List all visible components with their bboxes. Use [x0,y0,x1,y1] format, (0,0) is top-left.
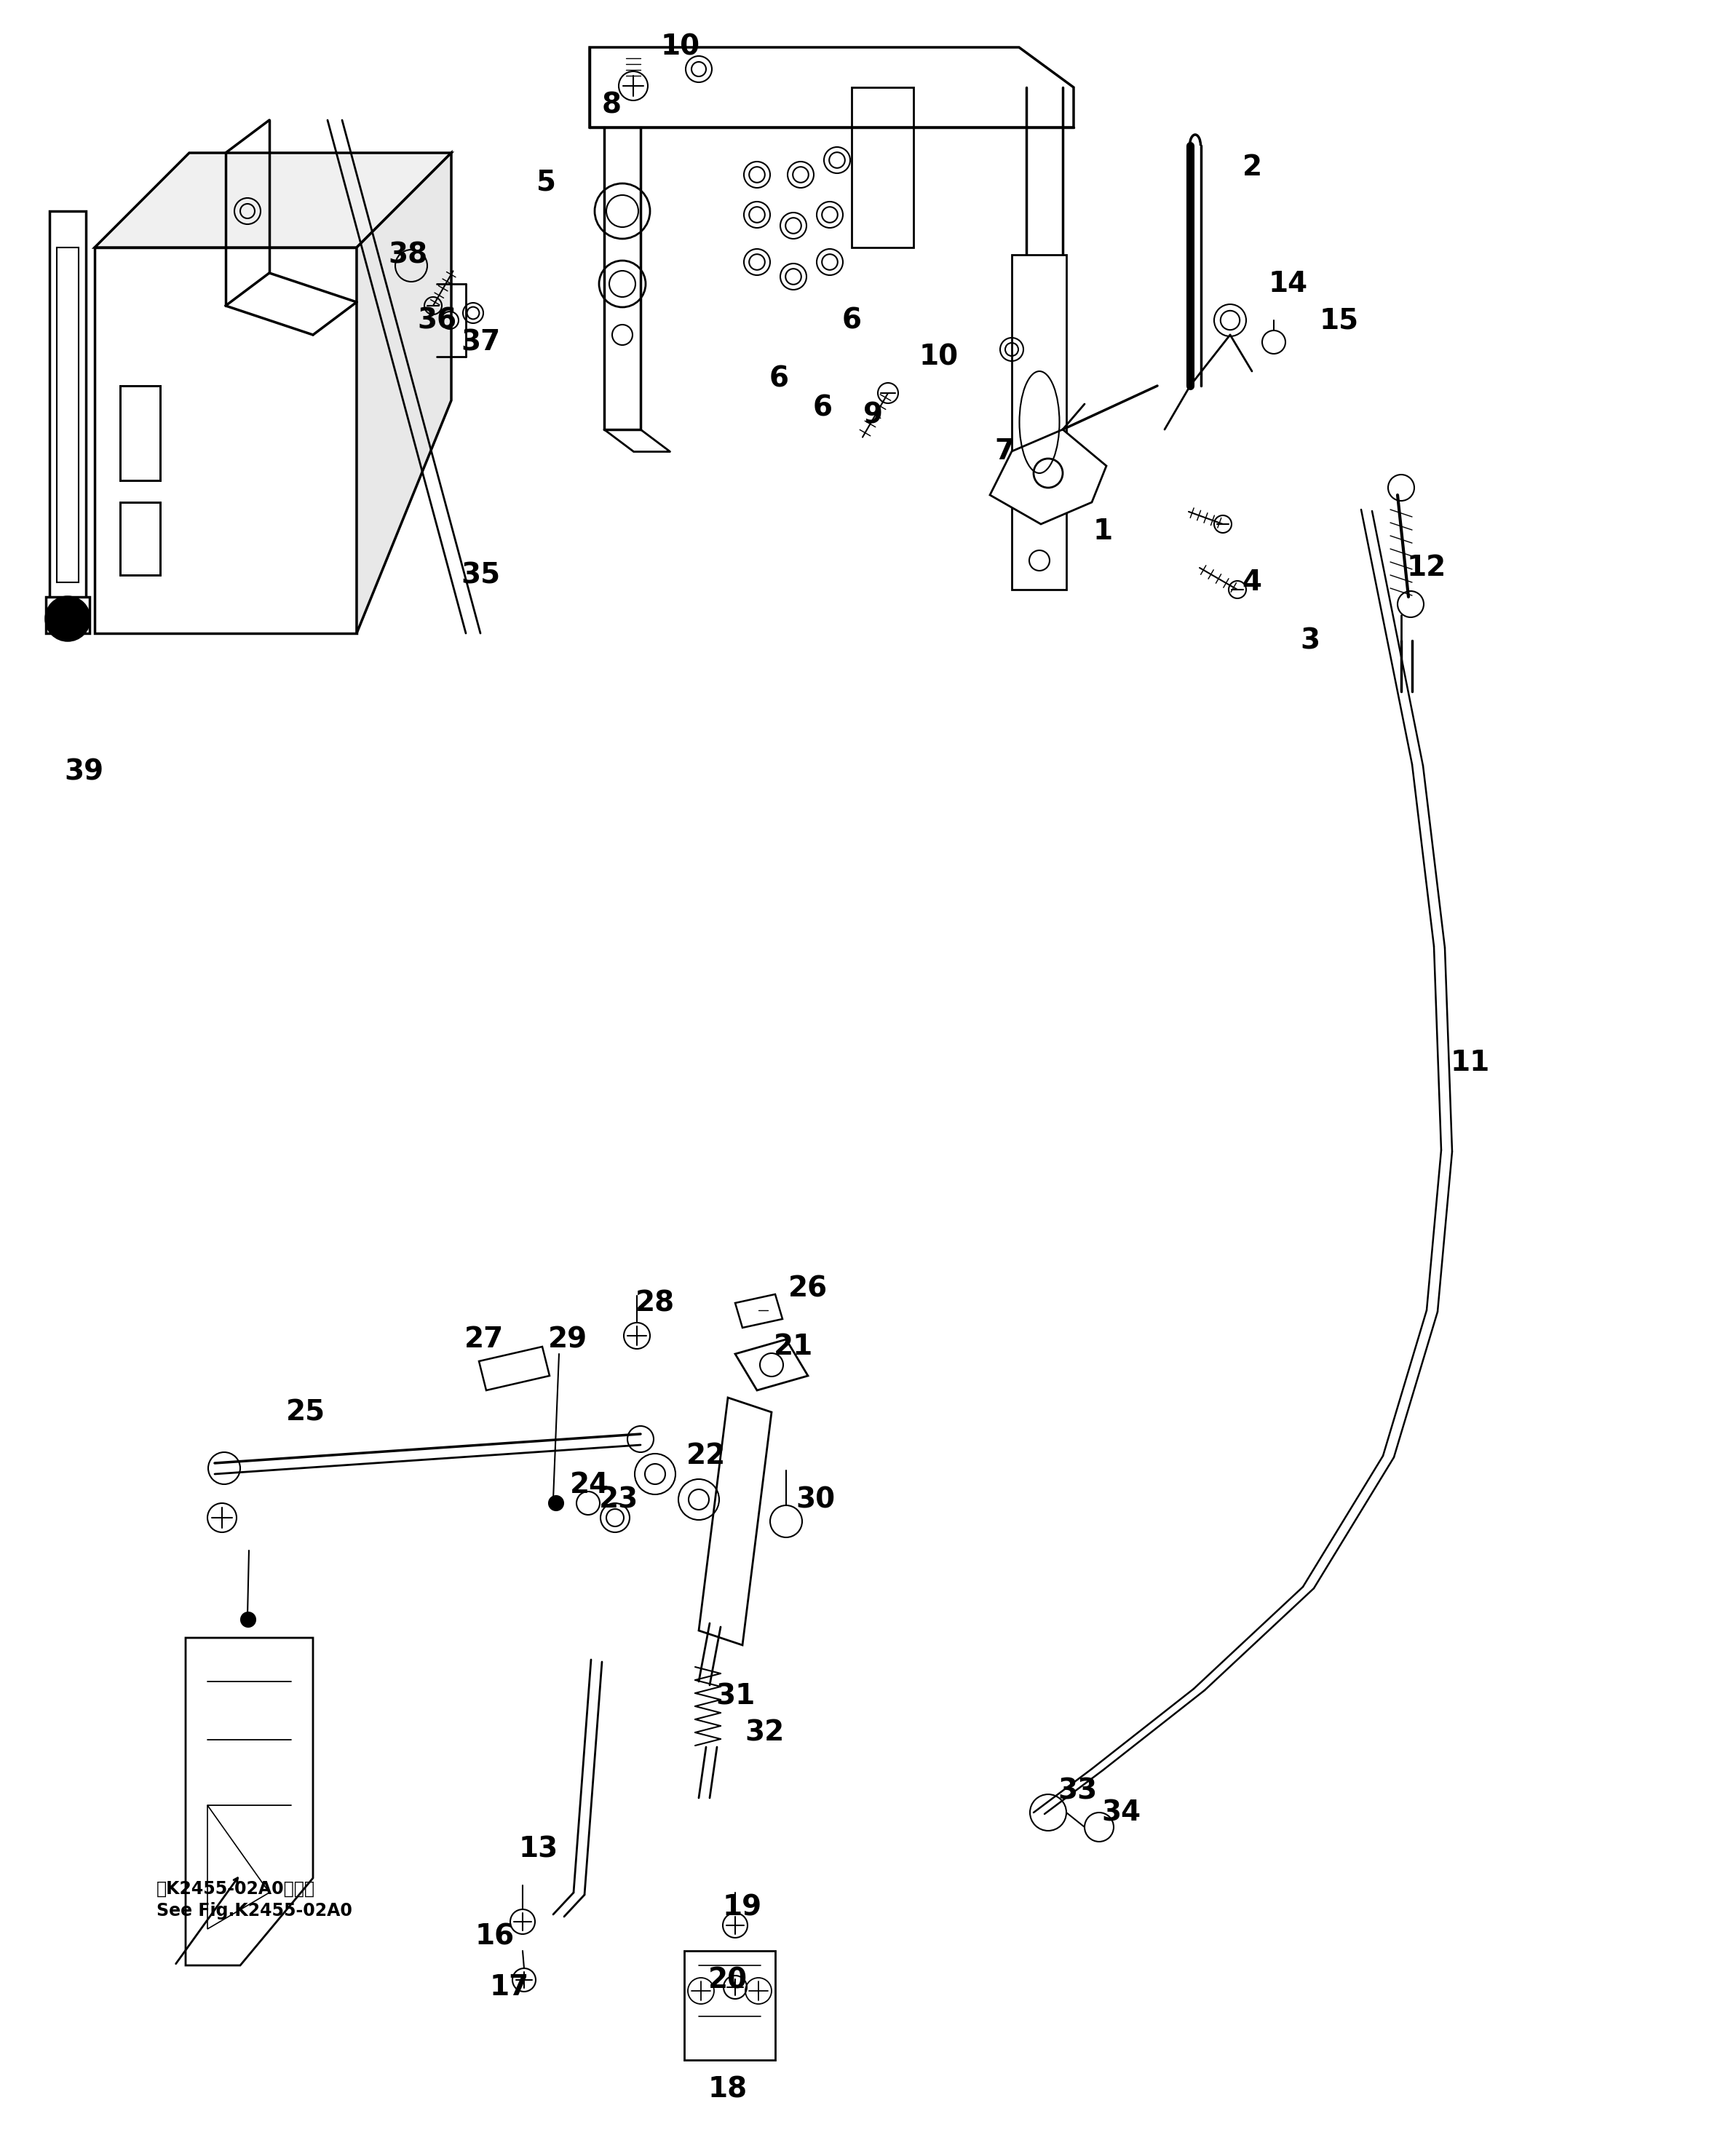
Text: 18: 18 [708,2075,748,2103]
Text: 1: 1 [1094,517,1113,544]
Polygon shape [50,211,85,619]
Text: 14: 14 [1269,269,1307,297]
Text: 6: 6 [842,307,861,333]
Polygon shape [95,154,451,248]
Text: 27: 27 [464,1326,503,1354]
Text: 34: 34 [1101,1798,1141,1825]
Text: 24: 24 [569,1471,609,1499]
Polygon shape [1012,254,1066,589]
Text: 6: 6 [769,365,788,393]
Polygon shape [590,47,1073,128]
Polygon shape [57,248,78,583]
Text: 3: 3 [1300,628,1319,655]
Text: 29: 29 [549,1326,587,1354]
Text: 11: 11 [1451,1048,1489,1076]
Text: 26: 26 [788,1275,828,1302]
Text: 23: 23 [599,1486,639,1514]
Polygon shape [734,1294,783,1328]
Text: 7: 7 [995,438,1014,465]
Text: 第K2455-02A0図参照: 第K2455-02A0図参照 [156,1881,316,1898]
Polygon shape [95,248,356,634]
Text: 5: 5 [536,169,556,196]
Circle shape [241,1612,255,1627]
Text: 25: 25 [286,1398,325,1426]
Text: 38: 38 [387,241,427,269]
Text: 6: 6 [812,393,832,421]
Text: 36: 36 [417,307,457,333]
Circle shape [45,598,90,640]
Text: See Fig.K2455-02A0: See Fig.K2455-02A0 [156,1902,352,1919]
Text: 12: 12 [1406,553,1446,581]
Bar [120,502,160,574]
Polygon shape [700,1398,771,1646]
Text: 10: 10 [661,34,700,62]
Text: 28: 28 [635,1290,675,1317]
Bar [120,386,160,480]
Text: 32: 32 [745,1719,785,1746]
Text: 4: 4 [1243,568,1262,596]
Text: 15: 15 [1319,307,1359,333]
Text: 33: 33 [1057,1776,1097,1804]
Circle shape [549,1497,564,1509]
Text: 22: 22 [686,1441,726,1469]
Text: 19: 19 [722,1894,762,1922]
Text: 13: 13 [519,1836,559,1862]
Text: 16: 16 [476,1922,514,1949]
Bar [852,88,913,248]
Polygon shape [356,154,451,634]
Text: 8: 8 [602,92,621,120]
Text: 21: 21 [774,1332,812,1360]
Polygon shape [479,1347,550,1390]
Text: 39: 39 [64,758,104,786]
Polygon shape [684,1951,776,2060]
Text: 20: 20 [708,1966,748,1994]
Text: 17: 17 [490,1973,529,2000]
Polygon shape [186,1638,312,1966]
Polygon shape [734,1339,807,1390]
Text: 35: 35 [460,562,500,589]
Text: 37: 37 [460,329,500,357]
Text: 9: 9 [863,401,884,429]
Polygon shape [990,429,1106,523]
Text: 10: 10 [920,344,958,371]
Polygon shape [45,598,90,634]
Text: 30: 30 [795,1486,835,1514]
Text: 31: 31 [715,1682,755,1710]
Text: 2: 2 [1241,154,1262,181]
